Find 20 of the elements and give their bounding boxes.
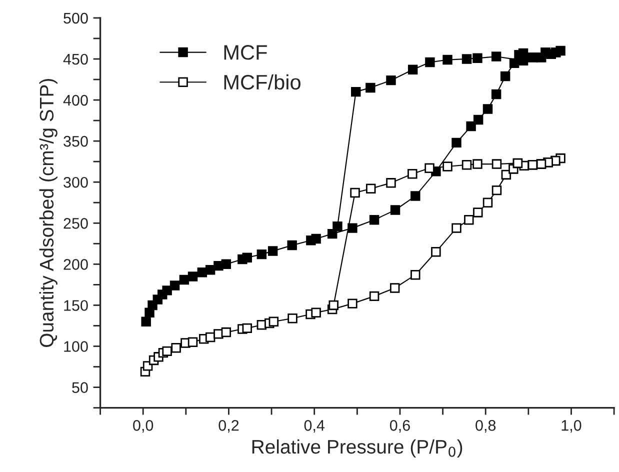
x-tick-label: 0,4 <box>304 420 325 433</box>
y-tick-label: 350 <box>64 136 88 147</box>
y-tick-label: 400 <box>63 94 88 106</box>
x-tick-label: 1,0 <box>562 420 582 433</box>
y-tick-label: 100 <box>64 341 88 352</box>
y-tick-label: 300 <box>64 176 88 188</box>
x-axis-title: Relative Pressure (P/P$_{0}$) <box>252 439 462 458</box>
y-tick-label: 450 <box>63 54 88 65</box>
y-tick-label: 250 <box>64 218 88 229</box>
legend-label: MCF/bio <box>224 74 300 90</box>
y-tick-label: 150 <box>64 300 88 311</box>
y-tick-label: 200 <box>64 259 88 270</box>
legend-label: MCF <box>224 45 267 60</box>
x-tick-label: 0,8 <box>476 420 496 433</box>
x-tick-label: 0,2 <box>218 420 239 433</box>
y-axis-title: Quantity Adsorbed (cm³/g STP) <box>39 78 58 348</box>
y-tick-label: 50 <box>72 382 88 393</box>
x-tick-label: 0,0 <box>133 420 154 433</box>
x-tick-label: 0,6 <box>390 420 410 433</box>
y-tick-label: 500 <box>64 12 88 24</box>
